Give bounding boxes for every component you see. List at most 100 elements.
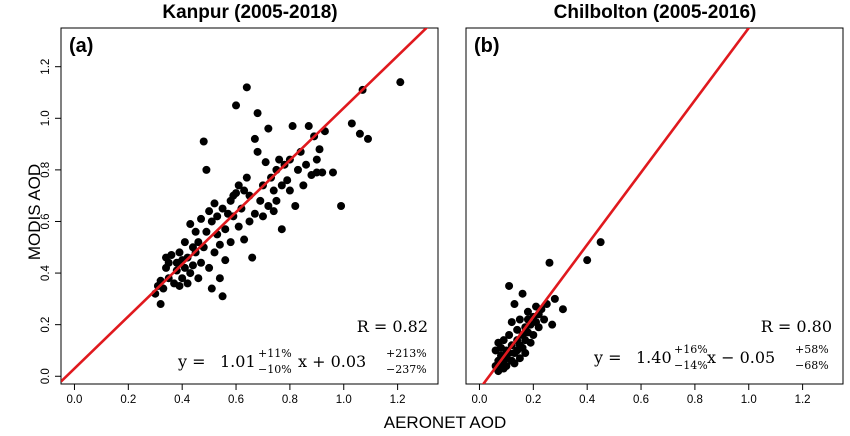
panel-a-point-31 <box>199 137 208 146</box>
panel-a-point-19 <box>183 279 192 288</box>
panel-a-point-59 <box>240 186 249 195</box>
panel-a-point-2 <box>156 300 165 309</box>
panel-a-point-78 <box>269 207 278 216</box>
panel-a-point-85 <box>283 176 292 185</box>
panel-a-xtick-label-3: 0.6 <box>228 394 244 406</box>
panel-a-point-103 <box>337 202 346 210</box>
panel-a: Kanpur (2005-2018) 0.0 0.2 0.4 0.6 0.8 1.0 1.2… <box>40 2 439 406</box>
panel-b-point-52 <box>558 305 567 314</box>
panel-a-point-54 <box>232 101 241 110</box>
panel-a-point-8 <box>164 258 173 267</box>
panel-a-xtick-label-0: 0.0 <box>66 394 82 406</box>
panel-a-point-70 <box>256 196 265 205</box>
panel-b-fit-line <box>481 28 751 384</box>
panel-a-point-56 <box>234 222 243 231</box>
panel-a-point-80 <box>272 196 281 205</box>
panel-a-eq-slope: 1.01 <box>220 352 256 371</box>
panel-a-point-48 <box>221 256 230 265</box>
panel-a-eq-int-up: +213% <box>386 347 427 360</box>
panel-a-point-44 <box>215 240 224 249</box>
panel-b-point-47 <box>540 315 549 324</box>
panel-a-point-89 <box>291 202 300 210</box>
panel-b-eq-slope-up: +16% <box>674 343 708 356</box>
panel-a-point-92 <box>299 181 308 190</box>
panel-b-point-53 <box>583 256 592 265</box>
panel-a-point-61 <box>242 83 251 92</box>
panel-b-point-54 <box>596 238 605 247</box>
panel-b-xtick-label-0: 0.0 <box>471 394 487 406</box>
panel-a-fit-line <box>61 28 429 383</box>
panel-a-point-68 <box>253 109 262 118</box>
panel-a-point-51 <box>226 238 235 247</box>
panel-b-label: (b) <box>474 35 500 57</box>
panel-a-point-75 <box>264 202 273 210</box>
panel-a-point-38 <box>207 284 216 293</box>
panel-b-eq-prefix: y = <box>593 348 622 367</box>
panel-b: Chilbolton (2005-2016) 0.0 0.2 0.4 0.6 0.8 1.… <box>465 2 844 406</box>
panel-b-eq-int-up: +58% <box>795 343 829 356</box>
panel-b-point-22 <box>510 359 519 368</box>
panel-a-xtick-label-2: 0.4 <box>174 394 191 406</box>
panel-b-eq-int-down: −68% <box>795 359 829 372</box>
panel-b-eq-slope-down: −14% <box>674 359 708 372</box>
panel-a-eq-mid: x + 0.03 <box>298 352 366 371</box>
panel-a-point-94 <box>304 122 313 131</box>
panel-a-point-46 <box>218 204 227 213</box>
panel-a-point-67 <box>250 134 259 143</box>
panel-a-frame <box>60 27 439 385</box>
panel-b-xtick-label-5: 1.0 <box>741 394 757 406</box>
panel-a-plot: 0.0 0.2 0.4 0.6 0.8 1.0 1.20.00.20.40.60.81.01… <box>40 28 429 406</box>
panel-a-point-69 <box>253 147 262 156</box>
panel-a-eq-slope-down: −10% <box>258 363 292 376</box>
panel-a-ytick-label-5: 1.0 <box>40 110 52 126</box>
panel-a-equation: y = 1.01 +11% −10% x + 0.03 +213% −237% <box>177 347 427 376</box>
panel-a-point-72 <box>258 212 267 221</box>
panel-b-point-44 <box>534 323 543 332</box>
panel-b-frame <box>465 27 844 385</box>
panel-b-xtick-label-2: 0.4 <box>579 394 596 406</box>
panel-a-point-64 <box>245 217 254 226</box>
panel-b-point-19 <box>507 318 516 327</box>
panel-a-point-99 <box>315 145 324 154</box>
panel-b-point-21 <box>510 300 519 309</box>
panel-b-equation: y = 1.40 +16% −14% x − 0.05 +58% −68% <box>593 343 829 372</box>
panel-a-point-21 <box>186 220 195 229</box>
panel-a-ytick-label-3: 0.6 <box>40 213 52 229</box>
panel-b-point-25 <box>513 325 522 334</box>
panel-b-point-15 <box>505 281 514 290</box>
panel-a-r-value: R = 0.82 <box>357 317 428 336</box>
panel-a-point-35 <box>205 207 214 216</box>
panel-a-point-83 <box>277 181 286 190</box>
panel-a-point-77 <box>269 186 278 195</box>
panel-a-point-36 <box>205 263 214 272</box>
panel-a-point-37 <box>207 217 216 226</box>
panel-b-point-16 <box>505 330 514 339</box>
panel-a-point-73 <box>261 158 270 167</box>
panel-b-point-10 <box>499 336 508 345</box>
panel-b-point-28 <box>515 354 524 363</box>
panel-a-point-90 <box>293 165 302 174</box>
panel-a-point-40 <box>210 248 219 257</box>
panel-a-point-30 <box>197 258 206 267</box>
panel-b-point-27 <box>515 315 524 324</box>
panel-b-point-41 <box>529 330 538 339</box>
panel-a-point-47 <box>221 225 230 234</box>
panel-a-point-57 <box>234 181 243 190</box>
panel-a-point-33 <box>202 165 211 174</box>
panel-a-ytick-label-1: 0.2 <box>40 317 52 333</box>
panel-a-point-34 <box>202 227 211 236</box>
panel-a-point-13 <box>175 281 184 290</box>
panel-a-eq-int-down: −237% <box>386 363 427 376</box>
panel-a-point-81 <box>275 155 284 164</box>
panel-a-eq-prefix: y = <box>177 352 206 371</box>
panel-a-point-14 <box>175 248 184 257</box>
panel-a-point-42 <box>213 212 222 221</box>
panel-a-point-102 <box>328 168 337 177</box>
panel-a-point-29 <box>197 214 206 223</box>
panel-b-plot: 0.0 0.2 0.4 0.6 0.8 1.0 1.2 <box>471 28 811 406</box>
panel-b-xtick-label-6: 1.2 <box>795 394 811 406</box>
panel-b-point-13 <box>502 361 511 370</box>
panel-a-xtick-label-5: 1.0 <box>336 394 352 406</box>
panel-b-point-34 <box>521 349 530 358</box>
panel-a-point-93 <box>302 160 311 169</box>
